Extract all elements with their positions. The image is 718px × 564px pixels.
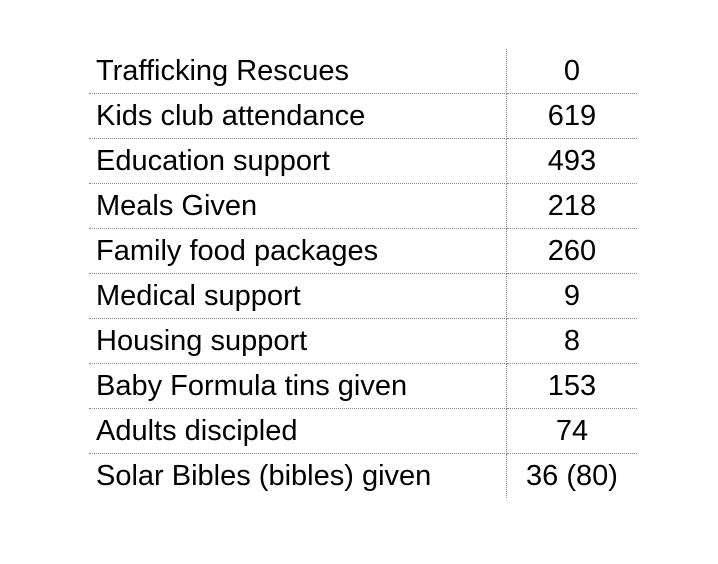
row-value: 36 (80) <box>526 459 618 492</box>
stats-table: Trafficking Rescues 0 Kids club attendan… <box>89 49 637 498</box>
row-value: 218 <box>506 183 637 229</box>
row-label: Housing support <box>89 318 507 364</box>
row-label: Family food packages <box>89 228 507 274</box>
row-label: Medical support <box>89 273 507 319</box>
row-label: Kids club attendance <box>89 93 507 139</box>
table-row: Adults discipled 74 <box>89 408 637 454</box>
row-value: 0 <box>506 49 637 94</box>
row-label: Baby Formula tins given <box>89 363 507 409</box>
table-row: Kids club attendance 619 <box>89 93 637 139</box>
table-row: Meals Given 218 <box>89 183 637 229</box>
row-value: 9 <box>506 273 637 319</box>
row-label: Education support <box>89 138 507 184</box>
table-row: Housing support 8 <box>89 318 637 364</box>
table-row: Education support 493 <box>89 138 637 184</box>
row-value: 493 <box>506 138 637 184</box>
row-label: Solar Bibles (bibles) given <box>89 453 507 498</box>
table-row: Trafficking Rescues 0 <box>89 49 637 94</box>
row-label: Trafficking Rescues <box>89 49 507 94</box>
table-row: Family food packages 260 <box>89 228 637 274</box>
row-label: Adults discipled <box>89 408 507 454</box>
table-row: Baby Formula tins given 153 <box>89 363 637 409</box>
table-row: Solar Bibles (bibles) given 36 (80) <box>89 453 637 498</box>
row-label: Meals Given <box>89 183 507 229</box>
row-value: 153 <box>506 363 637 409</box>
row-value: 260 <box>506 228 637 274</box>
table-row: Medical support 9 <box>89 273 637 319</box>
row-value: 619 <box>506 93 637 139</box>
row-value: 74 <box>506 408 637 454</box>
stats-table-body: Trafficking Rescues 0 Kids club attendan… <box>89 49 637 498</box>
row-value: 8 <box>506 318 637 364</box>
